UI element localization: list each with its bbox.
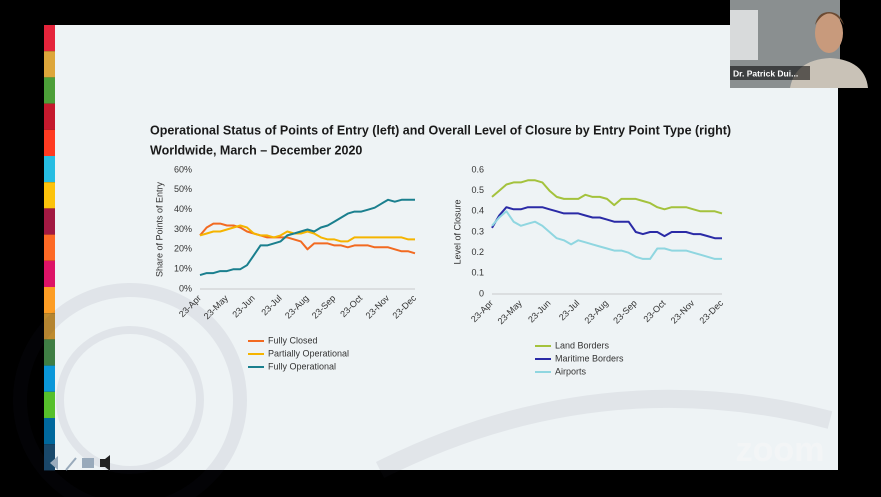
strip-segment [44,77,55,104]
y-tick-label: 0.5 [471,185,484,195]
strip-segment [44,418,55,445]
legend-label: Maritime Borders [555,353,624,363]
y-tick-label: 30% [174,224,192,234]
strip-segment [44,25,55,52]
y-tick-label: 40% [174,204,192,214]
y-tick-label: 20% [174,244,192,254]
y-tick-label: 0.2 [471,247,484,257]
strip-segment [44,391,55,418]
watermark [13,283,833,497]
slide-title: Operational Status of Points of Entry (l… [150,123,731,137]
y-tick-label: 0% [179,283,192,293]
participant-name: Dr. Patrick Dui... [733,68,798,78]
strip-segment [44,156,55,183]
series-line [491,206,722,240]
series-line [491,210,722,260]
slide-subtitle: Worldwide, March – December 2020 [150,143,362,157]
strip-segment [44,444,55,471]
y-tick-label: 0 [479,288,484,298]
strip-segment [44,103,55,130]
strip-segment [44,129,55,156]
series-line [491,179,723,215]
y-tick-label: 50% [174,184,192,194]
strip-segment [44,339,55,366]
strip-segment [44,365,55,392]
y-tick-label: 0.3 [471,226,484,236]
strip-segment [44,182,55,209]
series-line [199,198,415,277]
y-tick-label: 0.6 [471,164,484,174]
zoom-logo: zoom [736,431,825,469]
series-line [199,224,415,243]
legend-label: Fully Closed [268,335,318,345]
y-tick-label: 10% [174,264,192,274]
toolbar[interactable] [50,455,110,471]
legend-label: Partially Operational [268,348,349,358]
strip-segment [44,260,55,287]
strip-segment [44,287,55,314]
legend-label: Fully Operational [268,361,336,371]
legend-label: Airports [555,366,587,376]
strip-segment [44,313,55,340]
strip-segment [44,208,55,235]
y-tick-label: 0.1 [471,268,484,278]
legend-label: Land Borders [555,340,610,350]
strip-segment [44,234,55,261]
sdg-strip [44,25,55,471]
y-axis-label: Level of Closure [452,199,462,264]
y-tick-label: 0.4 [471,206,484,216]
y-axis-label: Share of Points of Entry [154,181,164,277]
y-tick-label: 60% [174,164,192,174]
strip-segment [44,51,55,78]
webcam: Dr. Patrick Dui... [730,0,868,88]
slide [55,25,838,470]
